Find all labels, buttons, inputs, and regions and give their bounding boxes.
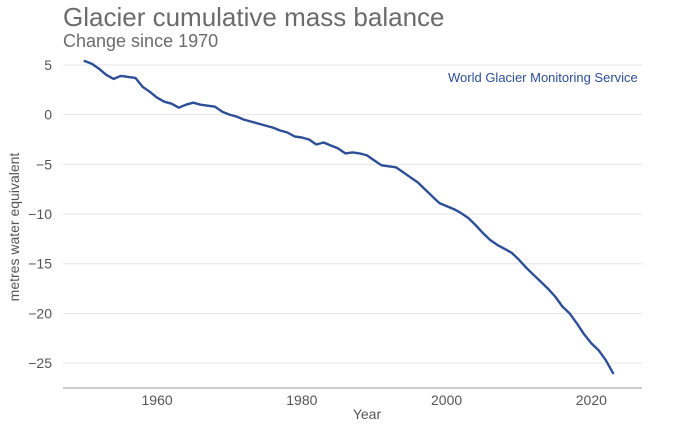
y-tick-label: −25 — [28, 355, 52, 371]
series-lines — [83, 59, 615, 375]
y-tick-label: −10 — [28, 206, 52, 222]
y-axis-ticks: 5 0 −5 −10 −15 −20 −25 — [28, 57, 52, 371]
chart-title: Glacier cumulative mass balance — [63, 2, 445, 32]
source-annotation: World Glacier Monitoring Service — [448, 70, 638, 85]
x-tick-label: 2000 — [431, 392, 462, 408]
y-tick-label: 0 — [44, 107, 52, 123]
y-tick-label: −20 — [28, 305, 52, 321]
y-tick-label: −15 — [28, 256, 52, 272]
x-tick-label: 1980 — [286, 392, 317, 408]
y-tick-label: −5 — [36, 156, 52, 172]
series-line — [83, 59, 615, 375]
y-axis-label: metres water equivalent — [6, 153, 22, 302]
gridlines — [63, 64, 642, 364]
x-axis-label: Year — [353, 406, 382, 422]
x-tick-label: 1960 — [142, 392, 173, 408]
x-axis-ticks: 1960 1980 2000 2020 — [142, 392, 608, 408]
chart-subtitle: Change since 1970 — [63, 31, 219, 51]
x-tick-label: 2020 — [576, 392, 607, 408]
y-tick-label: 5 — [44, 57, 52, 73]
